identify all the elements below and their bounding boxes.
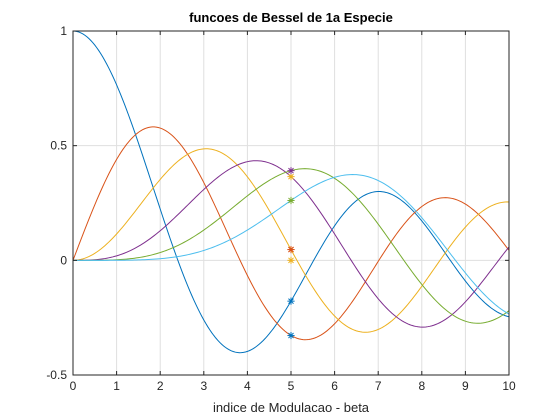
asterisk-marker xyxy=(287,196,295,205)
x-tick-label: 8 xyxy=(418,379,425,393)
x-tick-label: 0 xyxy=(70,379,77,393)
asterisk-marker xyxy=(287,256,295,264)
asterisk-marker xyxy=(287,245,295,254)
asterisk-marker xyxy=(287,167,295,175)
asterisk-marker xyxy=(287,331,295,340)
x-tick-label: 2 xyxy=(157,379,164,393)
x-tick-label: 3 xyxy=(200,379,207,393)
y-tick-label: 1 xyxy=(60,24,67,38)
x-ticks: 0 1 2 3 4 5 6 7 8 9 10 xyxy=(70,31,516,393)
x-tick-label: 1 xyxy=(113,379,120,393)
y-tick-label: 0.5 xyxy=(50,139,67,153)
x-tick-label: 5 xyxy=(288,379,295,393)
chart-title: funcoes de Bessel de 1a Especie xyxy=(189,10,393,25)
x-tick-label: 10 xyxy=(502,379,516,393)
x-tick-label: 4 xyxy=(244,379,251,393)
y-tick-label: -0.5 xyxy=(46,368,67,382)
marker-group xyxy=(287,167,295,340)
y-ticks: -0.5 0 0.5 1 xyxy=(46,24,509,382)
asterisk-marker xyxy=(287,297,295,305)
x-tick-label: 6 xyxy=(331,379,338,393)
y-tick-label: 0 xyxy=(60,253,67,267)
x-tick-label: 7 xyxy=(375,379,382,393)
x-tick-label: 9 xyxy=(462,379,469,393)
x-axis-label: indice de Modulacao - beta xyxy=(213,400,370,415)
